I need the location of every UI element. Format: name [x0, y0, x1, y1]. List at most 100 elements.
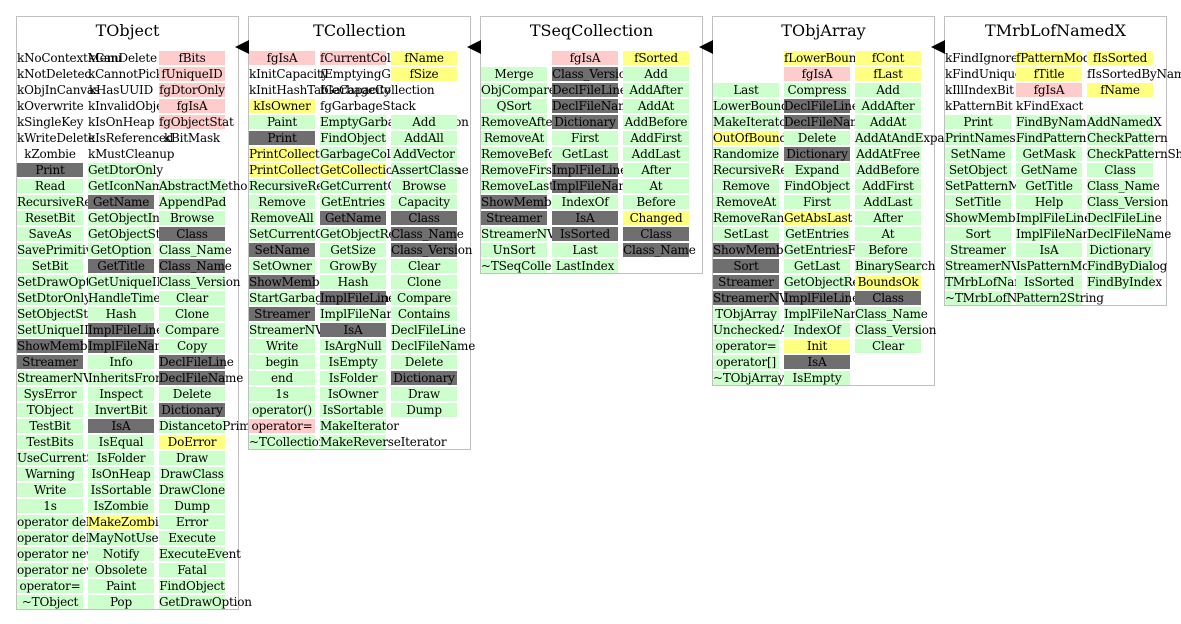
member-item: GarbageCollect — [320, 147, 413, 161]
member-item: GetObjectRef — [320, 227, 400, 241]
member-item: Paint — [249, 115, 315, 129]
member-item: Write — [17, 483, 83, 497]
member-item: AddAtAndExpand — [855, 131, 960, 145]
inheritance-arrow-icon — [931, 40, 945, 54]
member-item: Pop — [88, 595, 154, 609]
member-item: fGarbageCollection — [320, 83, 435, 97]
member-item: DeclFileName — [391, 339, 476, 353]
member-item: Help — [1016, 195, 1082, 209]
member-item: operator new — [17, 547, 97, 561]
member-item: fSize — [391, 67, 457, 81]
member-item: StreamerNVirtual — [713, 291, 820, 305]
member-item: Inspect — [88, 387, 154, 401]
member-item: DeclFileLine — [784, 99, 859, 113]
member-item: ~TSeqCollection — [481, 259, 581, 273]
member-item: Notify — [88, 547, 154, 561]
member-item: operator new[] — [17, 563, 106, 577]
member-item: Delete — [159, 387, 225, 401]
member-item: Error — [159, 515, 225, 529]
member-item: RemoveBefore — [481, 147, 568, 161]
member-item: fPatternMode — [1016, 51, 1098, 65]
member-item: ShowMembers — [945, 211, 1034, 225]
member-item: DoError — [159, 435, 225, 449]
member-item: fCurrentCollection — [320, 51, 431, 65]
member-item: SetDrawOption — [17, 275, 109, 289]
member-item: kOverwrite — [17, 99, 84, 113]
member-item: kCannotPick — [88, 67, 163, 81]
member-item: Obsolete — [88, 563, 154, 577]
class-title: TMrbLofNamedX — [985, 21, 1126, 40]
member-item: Delete — [784, 131, 850, 145]
member-item: 1s — [17, 499, 83, 513]
member-item: fName — [1087, 83, 1153, 97]
member-item: SaveAs — [17, 227, 83, 241]
member-item: Draw — [391, 387, 457, 401]
member-item: RemoveAt — [481, 131, 547, 145]
member-item: kFindUnique — [945, 67, 1022, 81]
member-item: Class — [623, 227, 689, 241]
member-item: Clear — [159, 291, 225, 305]
member-item: AddLast — [623, 147, 689, 161]
member-item: operator[] — [713, 355, 779, 369]
member-item: kCanDelete — [88, 51, 157, 65]
member-item: Sort — [945, 227, 1011, 241]
member-item: RecursiveRemove — [713, 163, 819, 177]
member-item: AppendPad — [159, 195, 227, 209]
member-item: kBitMask — [163, 131, 221, 145]
member-item: FindObject — [784, 179, 850, 193]
member-item: GetSize — [320, 243, 386, 257]
member-item: Remove — [249, 195, 315, 209]
member-item: Paint — [88, 579, 154, 593]
member-item: Class — [159, 227, 225, 241]
member-item: IsA — [784, 355, 850, 369]
member-item: Print — [249, 131, 315, 145]
member-item: SetName — [249, 243, 315, 257]
member-item: Dump — [159, 499, 225, 513]
member-item: kZombie — [24, 147, 76, 161]
member-item: fBits — [159, 51, 225, 65]
member-item: Streamer — [481, 211, 547, 225]
member-item: BoundsOk — [855, 275, 921, 289]
member-item: GetOption — [88, 243, 154, 257]
member-item: ImplFileName — [320, 307, 405, 321]
member-item: kPatternBit — [945, 99, 1013, 113]
member-item: MakeReverseIterator — [320, 435, 447, 449]
member-item: StreamerNVirtual — [481, 227, 588, 241]
inheritance-arrow-icon — [699, 40, 713, 54]
inheritance-arrow-icon — [235, 40, 249, 54]
member-item: Class_Version — [552, 67, 634, 81]
member-item: kInitHashTableCapacity — [249, 83, 391, 97]
member-item: IsOnHeap — [88, 467, 154, 481]
member-item: ImplFileName — [88, 339, 173, 353]
member-item: AddAt — [623, 99, 689, 113]
member-item: fgIsA — [552, 51, 618, 65]
member-item: fgIsA — [1016, 83, 1082, 97]
member-item: RemoveLast — [481, 179, 554, 193]
member-item: Before — [855, 243, 921, 257]
member-item: RecursiveRemove — [249, 179, 355, 193]
member-item: Class — [855, 291, 921, 305]
member-item: AddBefore — [855, 163, 921, 177]
member-item: Dump — [391, 403, 457, 417]
member-item: AddNamedX — [1087, 115, 1162, 129]
member-item: fCont — [855, 51, 921, 65]
member-item: Read — [17, 179, 83, 193]
member-item: ~TCollection — [249, 435, 327, 449]
member-item: IsEmpty — [784, 371, 850, 385]
member-item: Info — [88, 355, 154, 369]
member-item: Hash — [320, 275, 386, 289]
member-item: GetName — [320, 211, 386, 225]
member-item: Class_Name — [159, 259, 232, 273]
member-item: SetLast — [713, 227, 779, 241]
member-item: AddAll — [391, 131, 457, 145]
class-title: TObjArray — [781, 21, 866, 40]
member-item: operator= — [713, 339, 779, 353]
member-item: Class_Version — [159, 275, 241, 289]
member-item: AddLast — [855, 195, 921, 209]
member-item: SetCurrentCollection — [249, 227, 375, 241]
member-item: ImplFileLine — [320, 291, 395, 305]
member-item: AbstractMethod — [159, 179, 255, 193]
member-item: GetName — [88, 195, 154, 209]
member-item: GetMask — [1016, 147, 1082, 161]
